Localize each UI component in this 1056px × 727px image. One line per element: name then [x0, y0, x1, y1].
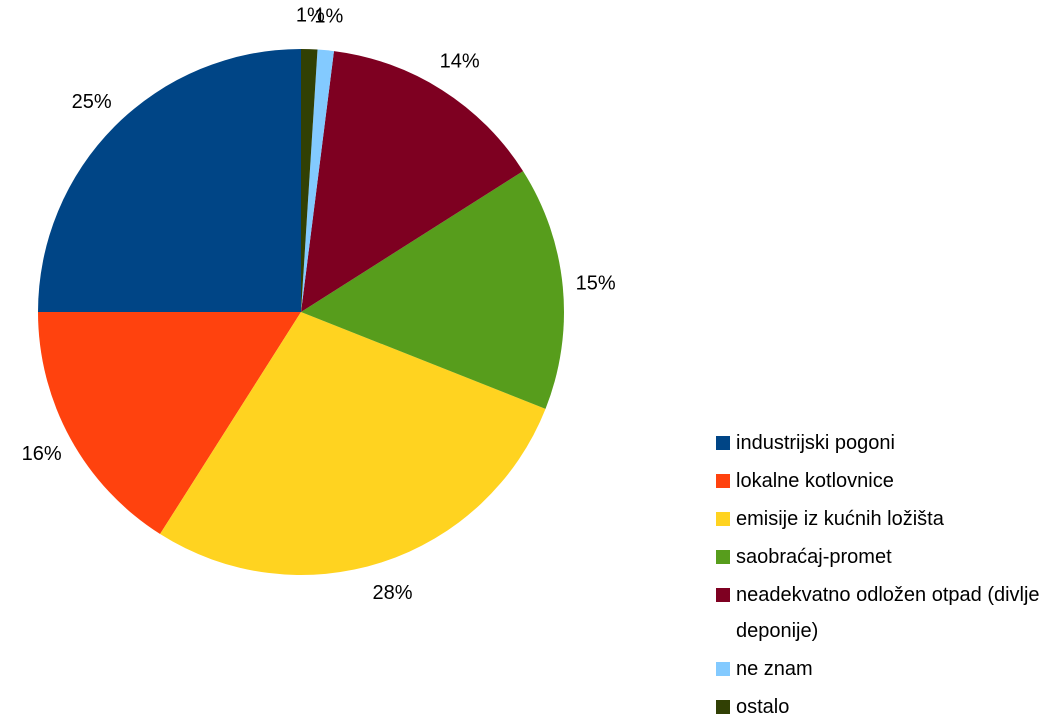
- legend-item: emisije iz kućnih ložišta: [716, 501, 1052, 537]
- chart: 25% 16% 28% 15% 14% 1%1%: [22, 4, 616, 604]
- legend-swatch: [716, 550, 730, 564]
- pie-slice: [301, 49, 334, 312]
- legend-swatch: [716, 512, 730, 526]
- legend-label: ne znam: [736, 658, 813, 680]
- legend-swatch: [716, 436, 730, 450]
- legend-swatch: [716, 662, 730, 676]
- legend-swatch: [716, 474, 730, 488]
- legend-item: saobraćaj-promet: [716, 539, 1052, 575]
- data-label: 28%: [372, 582, 412, 604]
- data-label: 15%: [576, 272, 616, 294]
- legend-label: lokalne kotlovnice: [736, 470, 894, 492]
- legend-label: emisije iz kućnih ložišta: [736, 508, 944, 530]
- pie-slice: [301, 49, 318, 312]
- legend: industrijski pogoni lokalne kotlovnice emi…: [716, 425, 1052, 727]
- data-label: 1%: [314, 6, 343, 28]
- legend-label: neadekvatno odložen otpad (divlje deponi…: [736, 584, 1040, 642]
- pie-slice: [160, 312, 546, 575]
- legend-item: ostalo: [716, 689, 1052, 725]
- pie-slice: [38, 312, 301, 535]
- data-label: 1%: [296, 4, 325, 26]
- legend-label: saobraćaj-promet: [736, 546, 892, 568]
- legend-swatch: [716, 700, 730, 714]
- legend-label: industrijski pogoni: [736, 432, 895, 454]
- pie-slice: [301, 51, 524, 313]
- pie-slice: [38, 49, 301, 312]
- legend-label: ostalo: [736, 696, 790, 718]
- data-label: 14%: [440, 50, 480, 72]
- legend-item: neadekvatno odložen otpad (divlje deponi…: [716, 577, 1052, 649]
- legend-item: lokalne kotlovnice: [716, 463, 1052, 499]
- pie-slice: [301, 171, 564, 409]
- data-label: 16%: [22, 443, 62, 465]
- legend-item: ne znam: [716, 651, 1052, 687]
- legend-item: industrijski pogoni: [716, 425, 1052, 461]
- data-label: 25%: [72, 91, 112, 113]
- legend-swatch: [716, 588, 730, 602]
